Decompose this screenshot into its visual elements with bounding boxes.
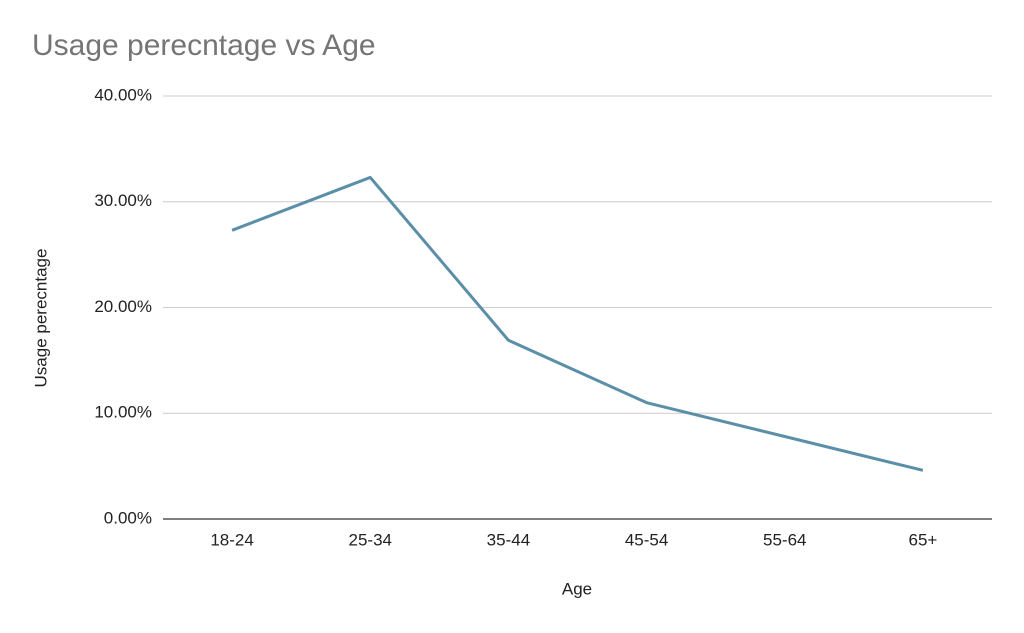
x-tick-label: 18-24 (210, 530, 253, 549)
x-tick-label: 25-34 (349, 530, 392, 549)
y-tick-label: 10.00% (94, 403, 152, 422)
x-tick-label: 45-54 (625, 530, 668, 549)
x-tick-label: 65+ (908, 530, 937, 549)
data-line (231, 175, 924, 472)
y-axis-label: Usage perecntage (31, 249, 50, 388)
y-tick-label: 40.00% (94, 85, 152, 104)
x-axis-label: Age (562, 579, 592, 598)
chart-title: Usage perecntage vs Age (32, 29, 376, 62)
x-tick-label: 35-44 (487, 530, 530, 549)
y-tick-label: 0.00% (104, 508, 152, 527)
y-tick-label: 30.00% (94, 191, 152, 210)
y-tick-label: 20.00% (94, 297, 152, 316)
x-tick-label: 55-64 (763, 530, 806, 549)
